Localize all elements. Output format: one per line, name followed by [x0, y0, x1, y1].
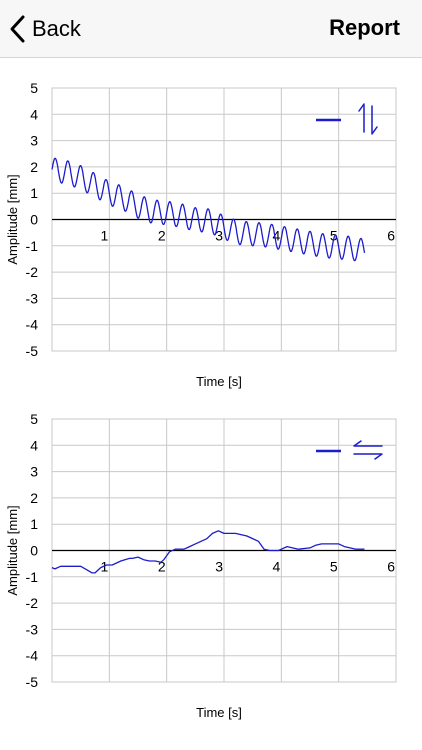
- y-tick-label: 2: [30, 159, 38, 175]
- y-tick-label: -1: [26, 569, 39, 585]
- y-tick-label: 0: [30, 212, 38, 228]
- x-tick-label: 4: [273, 559, 281, 575]
- y-tick-label: 1: [30, 516, 38, 532]
- navigation-bar: Back Report: [0, 0, 422, 58]
- legend: [316, 440, 383, 460]
- x-tick-label: 2: [158, 559, 166, 575]
- y-tick-label: -5: [26, 343, 39, 359]
- y-tick-label: -4: [26, 648, 39, 664]
- y-tick-label: 5: [30, 411, 38, 427]
- y-tick-label: 1: [30, 185, 38, 201]
- y-tick-label: -2: [26, 264, 39, 280]
- y-tick-label: -4: [26, 317, 39, 333]
- x-axis-label: Time [s]: [196, 374, 242, 389]
- data-series-line: [51, 530, 365, 574]
- vertical-arrows-icon: [358, 103, 378, 135]
- horizontal-amplitude-chart: 5 4 3 2 1 0 -1 -2 -3 -4 -5 1 2 3 4 5 6 Time [s] Amplitude …: [0, 389, 422, 729]
- back-label: Back: [32, 16, 81, 41]
- x-tick-label: 5: [330, 228, 338, 244]
- y-tick-label: 0: [30, 543, 38, 559]
- x-tick-label: 4: [273, 228, 281, 244]
- vertical-amplitude-chart: 5 4 3 2 1 0 -1 -2 -3 -4 -5 1 2 3 4 5 6 Time [s] Amplitude …: [0, 58, 422, 398]
- x-tick-label: 6: [387, 228, 395, 244]
- x-axis-label: Time [s]: [196, 705, 242, 720]
- legend: [316, 103, 378, 135]
- x-tick-label: 6: [387, 559, 395, 575]
- x-tick-label: 5: [330, 559, 338, 575]
- y-tick-label: -2: [26, 595, 39, 611]
- y-tick-label: 3: [30, 464, 38, 480]
- chevron-left-icon: [10, 15, 25, 43]
- back-button[interactable]: Back: [8, 12, 81, 46]
- chart-svg: 5 4 3 2 1 0 -1 -2 -3 -4 -5 1 2 3 4 5 6 Time [s] Amplitude …: [5, 80, 397, 389]
- y-tick-label: -3: [26, 621, 39, 637]
- y-tick-label: -1: [26, 238, 39, 254]
- page-title: Report: [329, 15, 400, 40]
- x-tick-label: 2: [158, 228, 166, 244]
- x-tick-label: 3: [215, 559, 223, 575]
- y-tick-label: 3: [30, 133, 38, 149]
- y-tick-label: 2: [30, 490, 38, 506]
- y-tick-label: 4: [30, 106, 38, 122]
- y-tick-label: -3: [26, 290, 39, 306]
- data-series-line: [51, 157, 366, 262]
- x-tick-label: 1: [101, 228, 109, 244]
- x-tick-label: 3: [215, 228, 223, 244]
- y-tick-label: 4: [30, 437, 38, 453]
- y-axis-label: Amplitude [mm]: [5, 174, 20, 264]
- y-axis-label: Amplitude [mm]: [5, 505, 20, 595]
- horizontal-arrows-icon: [353, 440, 383, 460]
- y-tick-label: -5: [26, 674, 39, 690]
- y-tick-label: 5: [30, 80, 38, 96]
